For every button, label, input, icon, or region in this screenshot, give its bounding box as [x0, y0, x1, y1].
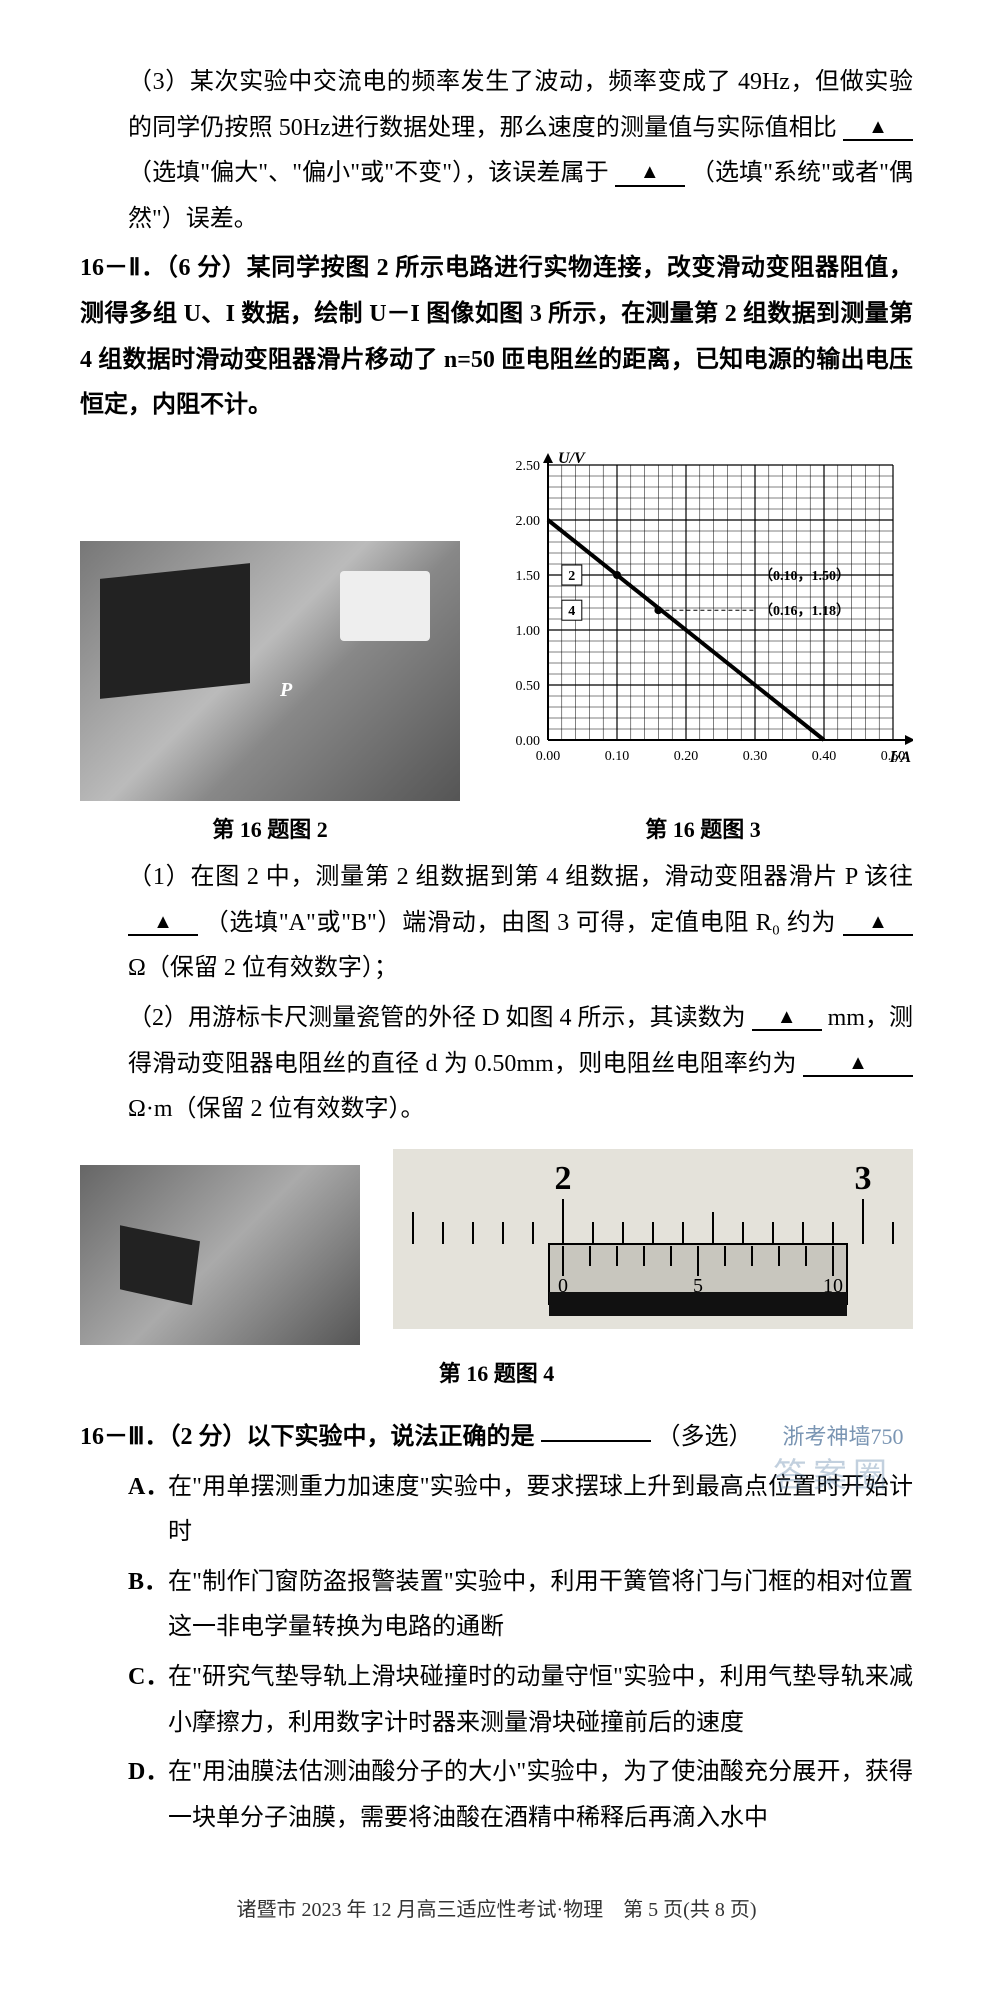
- caliper-jaw-icon: [120, 1225, 200, 1305]
- s1c: Ω（保留 2 位有效数字）；: [128, 955, 398, 981]
- fig3-box: 0.000.100.200.300.400.500.000.501.001.50…: [493, 445, 913, 851]
- blank-speed[interactable]: [843, 113, 913, 141]
- blank-r0[interactable]: [843, 908, 913, 936]
- ui-graph: 0.000.100.200.300.400.500.000.501.001.50…: [493, 445, 913, 785]
- fig-row-2-3: P 第 16 题图 2 0.00 0.10 0.20 0.30 0.40 0.50 0.00…: [80, 445, 913, 851]
- blank-multi[interactable]: [541, 1440, 651, 1442]
- svg-text:1.00: 1.00: [516, 624, 541, 639]
- svg-text:10: 10: [823, 1275, 843, 1297]
- svg-text:5: 5: [693, 1275, 703, 1297]
- q16-2-head: 16－Ⅱ．（6 分）某同学按图 2 所示电路进行实物连接，改变滑动变阻器阻值，测…: [80, 246, 913, 428]
- q16-3-head: 16－Ⅲ．（2 分）以下实验中，说法正确的是 （多选） 浙考神墙750: [80, 1415, 913, 1461]
- opt-C-text: 在"研究气垫导轨上滑块碰撞时的动量守恒"实验中，利用气垫导轨来减小摩擦力，利用数…: [168, 1655, 913, 1746]
- svg-text:0.40: 0.40: [812, 749, 837, 764]
- caliper-box: [80, 1165, 360, 1345]
- blank-diameter[interactable]: [752, 1003, 822, 1031]
- blank-direction[interactable]: [128, 908, 198, 936]
- caliper-photo: [80, 1165, 360, 1345]
- svg-text:4: 4: [568, 604, 575, 619]
- svg-text:2: 2: [555, 1160, 572, 1197]
- opt-C-letter: C．: [128, 1655, 168, 1746]
- fig2-cap: 第 16 题图 2: [80, 809, 460, 851]
- fig-row-4: 2 3 0 5 10: [80, 1149, 913, 1346]
- opt-B[interactable]: B． 在"制作门窗防盗报警装置"实验中，利用干簧管将门与门框的相对位置这一非电学…: [80, 1560, 913, 1651]
- ammeter-icon: [340, 571, 430, 641]
- opt-C[interactable]: C． 在"研究气垫导轨上滑块碰撞时的动量守恒"实验中，利用气垫导轨来减小摩擦力，…: [80, 1655, 913, 1746]
- ruler-box-wrap: 2 3 0 5 10: [393, 1149, 913, 1346]
- fig2-box: P 第 16 题图 2: [80, 541, 460, 851]
- slider-p-label: P: [280, 671, 292, 709]
- svg-text:0.00: 0.00: [516, 734, 541, 749]
- s1b: （选填"A"或"B"）端滑动，由图 3 可得，定值电阻 R₀ 约为: [205, 910, 837, 936]
- svg-text:0.30: 0.30: [743, 749, 768, 764]
- opt-D-letter: D．: [128, 1750, 168, 1841]
- q16-2-sub2: （2）用游标卡尺测量瓷管的外径 D 如图 4 所示，其读数为 mm，测得滑动变阻…: [80, 996, 913, 1133]
- svg-text:0: 0: [558, 1275, 568, 1297]
- blank-error-type[interactable]: [615, 158, 685, 186]
- s1a: （1）在图 2 中，测量第 2 组数据到第 4 组数据，滑动变阻器滑片 P 该往: [128, 864, 913, 890]
- svg-text:0.10: 0.10: [605, 749, 630, 764]
- svg-text:2: 2: [568, 569, 575, 584]
- svg-text:0.00: 0.00: [536, 749, 561, 764]
- svg-text:0.50: 0.50: [516, 679, 541, 694]
- svg-text:0.20: 0.20: [674, 749, 699, 764]
- power-supply-box: [100, 563, 250, 699]
- vernier-scale: 2 3 0 5 10: [393, 1149, 913, 1329]
- s2a: （2）用游标卡尺测量瓷管的外径 D 如图 4 所示，其读数为: [128, 1005, 746, 1031]
- opt-D[interactable]: D． 在"用油膜法估测油酸分子的大小"实验中，为了使油酸充分展开，获得一块单分子…: [80, 1750, 913, 1841]
- q3-t1: （3）某次实验中交流电的频率发生了波动，频率变成了 49Hz，但做实验的同学仍按…: [128, 69, 913, 141]
- opt-A-letter: A．: [128, 1465, 168, 1556]
- page-footer: 诸暨市 2023 年 12 月高三适应性考试·物理 第 5 页(共 8 页): [80, 1891, 913, 1929]
- opt-B-text: 在"制作门窗防盗报警装置"实验中，利用干簧管将门与门框的相对位置这一非电学量转换…: [168, 1560, 913, 1651]
- svg-text:（0.16，1.18）: （0.16，1.18）: [759, 603, 850, 619]
- svg-text:I/A: I/A: [889, 749, 912, 766]
- q16-2-sub1: （1）在图 2 中，测量第 2 组数据到第 4 组数据，滑动变阻器滑片 P 该往…: [80, 855, 913, 992]
- svg-text:（0.10，1.50）: （0.10，1.50）: [759, 568, 850, 584]
- opt-D-text: 在"用油膜法估测油酸分子的大小"实验中，为了使油酸充分展开，获得一块单分子油膜，…: [168, 1750, 913, 1841]
- blank-resistivity[interactable]: [803, 1049, 913, 1077]
- svg-text:2.00: 2.00: [516, 514, 541, 529]
- fig2-photo: P: [80, 541, 460, 801]
- svg-text:1.50: 1.50: [516, 569, 541, 584]
- q16-3-h1: 16－Ⅲ．（2 分）以下实验中，说法正确的是: [80, 1424, 535, 1450]
- opt-A-text: 在"用单摆测重力加速度"实验中，要求摆球上升到最高点位置时开始计时: [168, 1465, 913, 1556]
- svg-text:3: 3: [855, 1160, 872, 1197]
- q3-t2: （选填"偏大"、"偏小"或"不变"），该误差属于: [128, 160, 609, 186]
- svg-text:2.50: 2.50: [516, 459, 541, 474]
- svg-text:U/V: U/V: [558, 450, 586, 467]
- channel-tag: 浙考神墙750: [783, 1424, 904, 1449]
- fig3-cap: 第 16 题图 3: [493, 809, 913, 851]
- fig4-cap: 第 16 题图 4: [80, 1353, 913, 1395]
- q16-3-h2: （多选）: [657, 1424, 753, 1450]
- opt-A[interactable]: A． 在"用单摆测重力加速度"实验中，要求摆球上升到最高点位置时开始计时: [80, 1465, 913, 1556]
- s2c: Ω·m（保留 2 位有效数字）。: [128, 1096, 425, 1122]
- q3-para: （3）某次实验中交流电的频率发生了波动，频率变成了 49Hz，但做实验的同学仍按…: [80, 60, 913, 242]
- opt-B-letter: B．: [128, 1560, 168, 1651]
